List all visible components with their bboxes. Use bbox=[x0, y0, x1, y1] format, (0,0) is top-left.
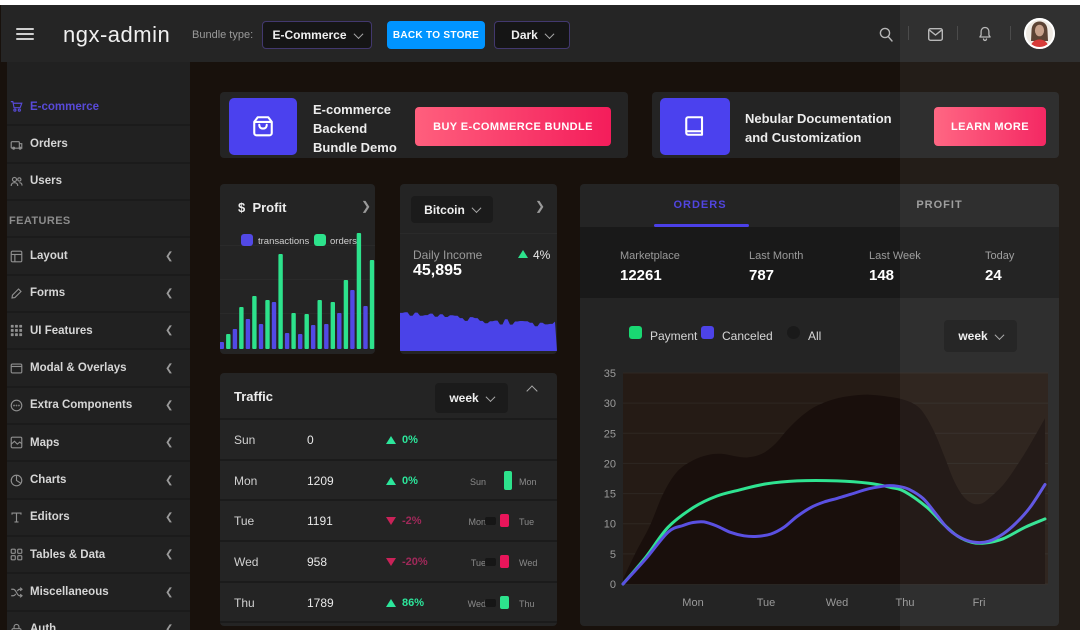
svg-text:Wed: Wed bbox=[826, 597, 848, 609]
svg-text:20: 20 bbox=[604, 458, 616, 470]
svg-text:30: 30 bbox=[604, 398, 616, 410]
svg-text:Mon: Mon bbox=[682, 597, 703, 609]
svg-text:Tue: Tue bbox=[757, 597, 776, 609]
svg-text:0: 0 bbox=[610, 579, 616, 591]
svg-text:15: 15 bbox=[604, 489, 616, 501]
svg-text:Thu: Thu bbox=[896, 597, 915, 609]
svg-text:25: 25 bbox=[604, 428, 616, 440]
svg-text:Fri: Fri bbox=[973, 597, 986, 609]
svg-text:10: 10 bbox=[604, 519, 616, 531]
svg-text:5: 5 bbox=[610, 549, 616, 561]
svg-text:35: 35 bbox=[604, 368, 616, 380]
